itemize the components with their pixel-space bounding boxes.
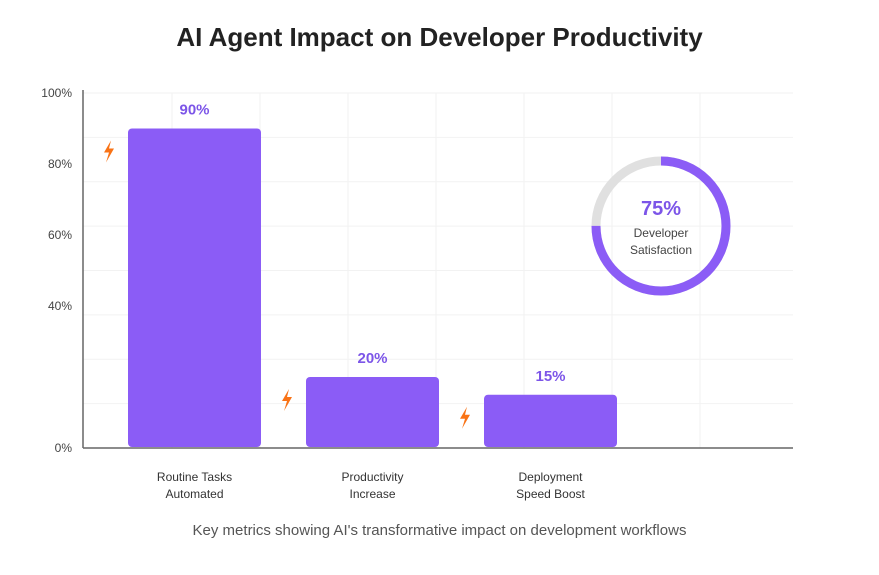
data-label: 20% [357, 350, 387, 367]
lightning-icon [282, 389, 292, 411]
category-label: Routine Tasks [157, 470, 232, 484]
y-tick-label: 60% [48, 228, 72, 242]
data-label: 90% [179, 102, 209, 119]
chart-title: AI Agent Impact on Developer Productivit… [176, 22, 703, 52]
bar [306, 377, 439, 447]
data-label: 15% [535, 368, 565, 385]
y-tick-label: 100% [41, 86, 72, 100]
gauge-value: 75% [641, 198, 681, 220]
chart-subtitle: Key metrics showing AI's transformative … [192, 522, 687, 539]
y-tick-label: 40% [48, 299, 72, 313]
gauge-caption: Satisfaction [630, 243, 692, 257]
category-label: Automated [165, 487, 223, 501]
y-tick-label: 80% [48, 157, 72, 171]
gauge-caption: Developer [634, 226, 689, 240]
lightning-icon [104, 140, 114, 163]
gauge-progress [591, 156, 731, 296]
category-label: Productivity [341, 470, 403, 484]
bar [484, 394, 617, 447]
y-tick-label: 0% [55, 441, 73, 455]
lightning-icon [460, 406, 470, 429]
category-label: Speed Boost [516, 487, 585, 501]
bar [128, 128, 261, 447]
category-label: Increase [349, 487, 395, 501]
category-label: Deployment [518, 470, 583, 484]
